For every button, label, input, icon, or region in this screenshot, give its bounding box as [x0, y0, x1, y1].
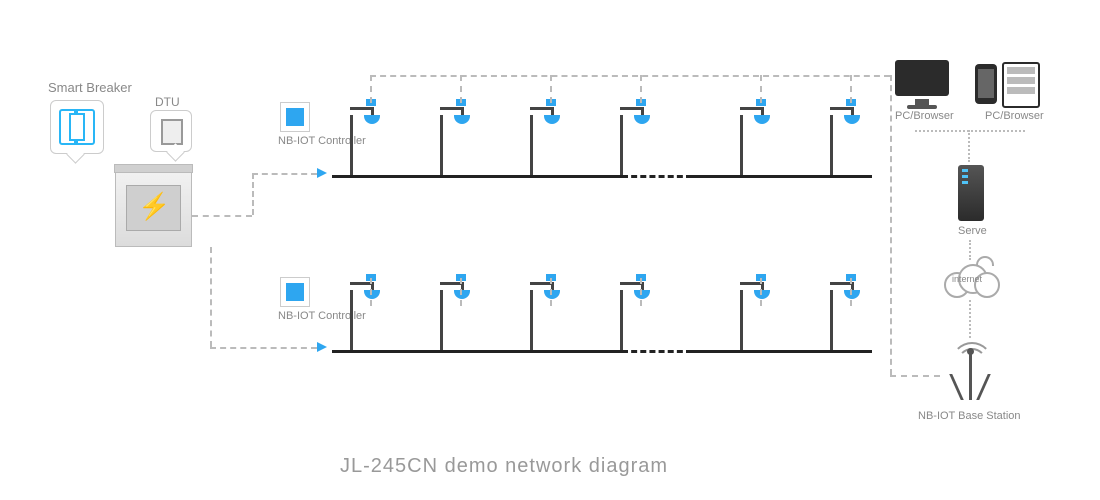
cloud-label: internet — [952, 274, 982, 284]
conn-r2-v1 — [460, 278, 462, 306]
powerline-1b — [692, 175, 872, 178]
conn-cab-row1-h2 — [252, 173, 317, 175]
conn-r2-v5 — [850, 278, 852, 306]
warning-icon: ⚡ — [138, 191, 170, 222]
powerline-1a — [332, 175, 622, 178]
conn-top-v4 — [760, 75, 762, 103]
streetlight-icon — [732, 107, 772, 175]
conn-r2-v2 — [550, 278, 552, 306]
conn-cab-row2-h — [210, 347, 317, 349]
arrow-row2 — [317, 342, 327, 352]
streetlight-icon — [432, 107, 472, 175]
label-dtu: DTU — [155, 95, 180, 109]
cabinet: ⚡ — [115, 170, 192, 247]
streetlight-icon — [612, 282, 652, 350]
dot-cloud-tower — [969, 300, 971, 338]
controller-icon-1 — [280, 102, 310, 132]
label-serve: Serve — [958, 225, 987, 237]
powerline-2a — [332, 350, 622, 353]
dot-pc-v — [968, 130, 970, 162]
streetlight-icon — [732, 282, 772, 350]
controller-icon-2 — [280, 277, 310, 307]
dot-srv-cloud — [969, 240, 971, 260]
conn-r2-v0 — [370, 278, 372, 306]
breaker-bubble — [50, 100, 104, 154]
monitor-icon — [895, 60, 949, 106]
conn-to-tower — [890, 375, 940, 377]
conn-top-v1 — [460, 75, 462, 103]
diagram-canvas: Smart Breaker DTU NB-IOT Controller NB-I… — [0, 0, 1100, 500]
server-icon — [958, 165, 984, 221]
conn-right-v — [890, 75, 892, 375]
streetlight-icon — [822, 107, 862, 175]
tower-icon — [945, 340, 995, 400]
dtu-icon — [161, 119, 183, 145]
streetlight-icon — [342, 282, 382, 350]
label-pc-2: PC/Browser — [985, 110, 1044, 122]
streetlight-icon — [612, 107, 652, 175]
tablet-icon — [1002, 62, 1040, 108]
conn-top-v2 — [550, 75, 552, 103]
conn-cab-row1-h1 — [192, 215, 252, 217]
conn-top-v5 — [850, 75, 852, 103]
streetlight-icon — [822, 282, 862, 350]
powerline-2b — [692, 350, 872, 353]
conn-top-v3 — [640, 75, 642, 103]
label-smart-breaker: Smart Breaker — [48, 80, 132, 95]
conn-r2-v3 — [640, 278, 642, 306]
streetlight-icon — [522, 282, 562, 350]
streetlight-icon — [522, 107, 562, 175]
label-base-station: NB-IOT Base Station — [918, 410, 1021, 422]
conn-top-v0 — [370, 75, 372, 103]
dtu-bubble — [150, 110, 192, 152]
phone-icon — [975, 64, 997, 104]
conn-cab-row2-v — [210, 247, 212, 347]
powerline-1-dash — [622, 175, 692, 178]
streetlight-icon — [342, 107, 382, 175]
breaker-icon — [59, 109, 95, 145]
cloud-icon: internet — [938, 260, 1002, 298]
streetlight-icon — [432, 282, 472, 350]
arrow-row1 — [317, 168, 327, 178]
conn-top-h — [370, 75, 890, 77]
dot-pc-h — [915, 130, 1025, 132]
conn-cab-row1-v — [252, 173, 254, 215]
powerline-2-dash — [622, 350, 692, 353]
label-pc-1: PC/Browser — [895, 110, 954, 122]
diagram-title: JL-245CN demo network diagram — [340, 455, 668, 478]
wifi-arc-icon — [976, 256, 994, 266]
conn-r2-v4 — [760, 278, 762, 306]
